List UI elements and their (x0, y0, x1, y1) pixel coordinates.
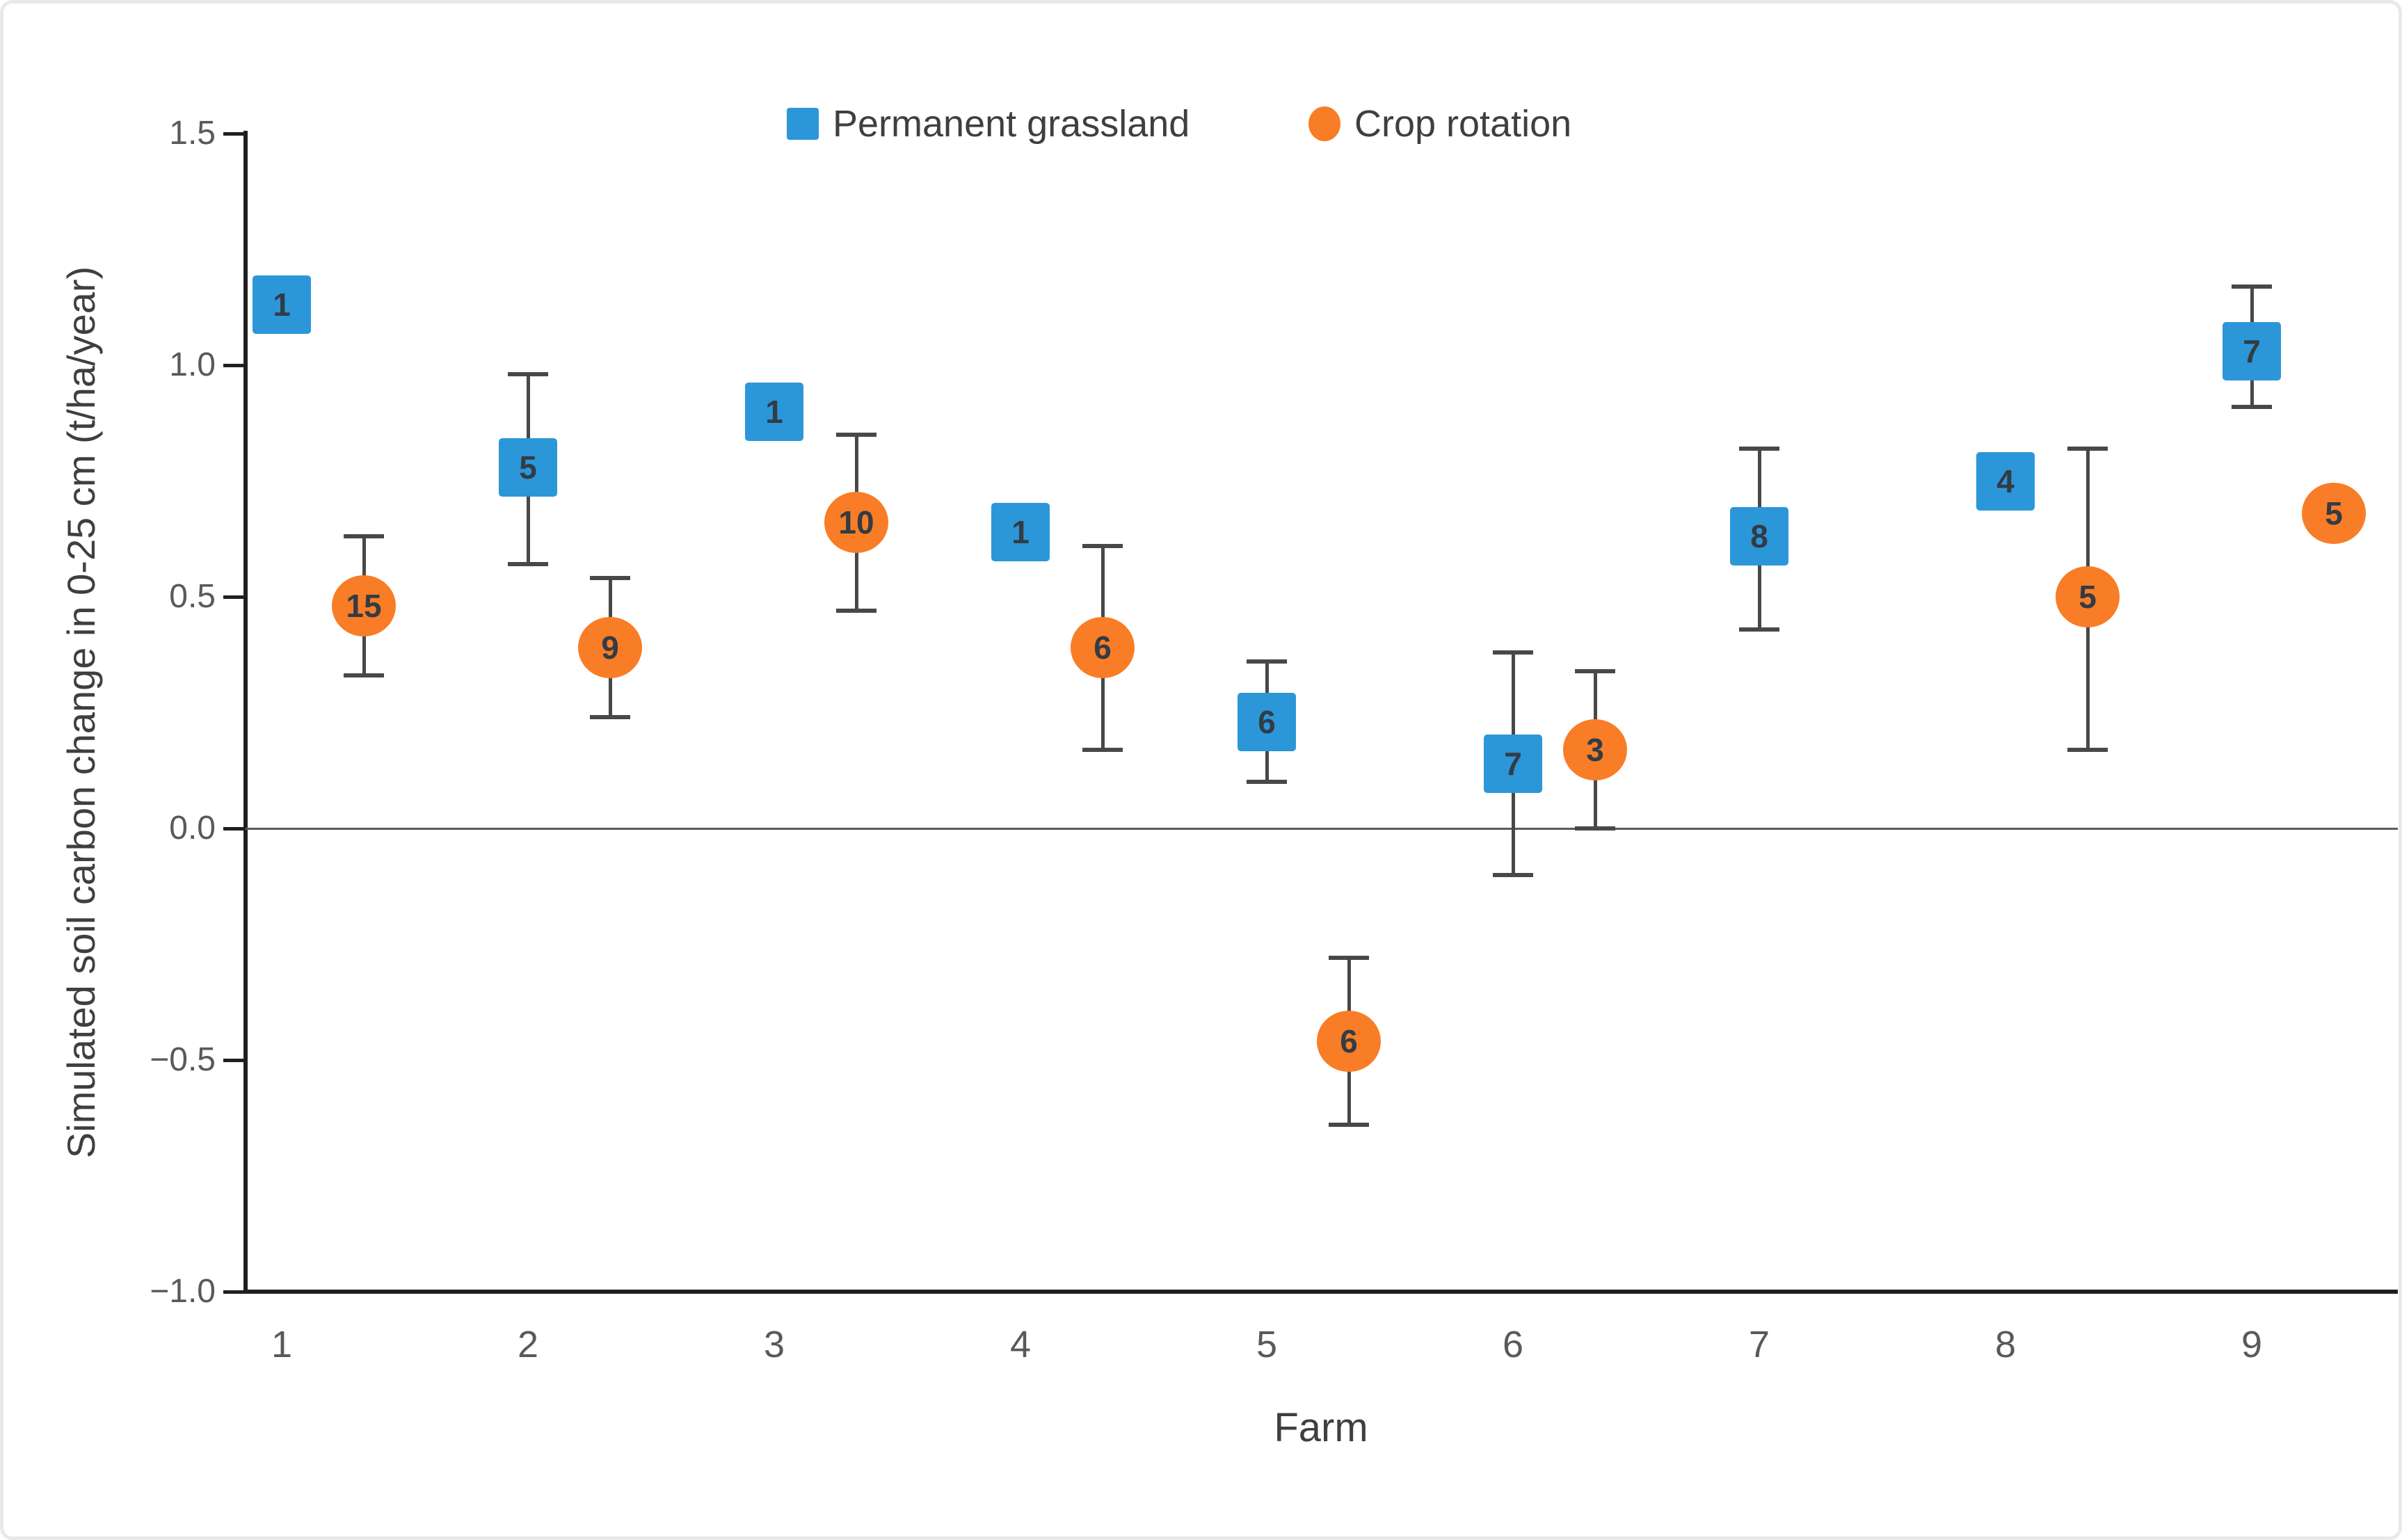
permanent-grassland-marker-farm-8: 4 (1976, 451, 2035, 511)
x-tick-label: 3 (763, 1324, 785, 1365)
permanent-grassland-marker-farm-7: 8 (1730, 507, 1788, 566)
error-bar-bottom-cap (590, 715, 630, 720)
error-bar-top-cap (1247, 659, 1287, 664)
y-axis-tick (223, 827, 246, 831)
permanent-grassland-marker-farm-5: 6 (1238, 692, 1296, 751)
y-axis-line (243, 131, 248, 1294)
permanent-grassland-swatch-icon (787, 108, 819, 140)
x-tick-label: 6 (1502, 1324, 1524, 1365)
legend-item-permanent-grassland: Permanent grassland (787, 99, 1190, 148)
y-tick-label: 0.0 (169, 810, 216, 847)
error-bar-top-cap (1739, 446, 1779, 451)
y-axis-tick (223, 132, 246, 136)
permanent-grassland-marker-farm-6: 7 (1484, 734, 1542, 793)
error-bar-top-cap (1329, 956, 1369, 961)
y-axis-tick (223, 1290, 246, 1294)
crop-rotation-marker-farm-2: 9 (578, 617, 642, 679)
x-tick-label: 2 (517, 1324, 539, 1365)
x-tick-label: 4 (1009, 1324, 1032, 1365)
crop-rotation-marker-farm-9: 5 (2302, 483, 2366, 545)
y-axis-tick (223, 595, 246, 599)
crop-rotation-marker-farm-1: 15 (332, 575, 396, 637)
error-bar-bottom-cap (344, 673, 384, 678)
y-tick-label: −1.0 (150, 1273, 216, 1310)
crop-rotation-marker-farm-4: 6 (1071, 617, 1135, 679)
permanent-grassland-marker-farm-1: 1 (253, 275, 311, 335)
permanent-grassland-marker-farm-4: 1 (991, 502, 1050, 561)
x-tick-label: 5 (1256, 1324, 1278, 1365)
x-axis-title: Farm (1274, 1405, 1368, 1450)
y-tick-label: 1.0 (169, 346, 216, 383)
x-axis-line (243, 1290, 2398, 1294)
error-bar-bottom-cap (2232, 404, 2272, 409)
error-bar-bottom-cap (1329, 1123, 1369, 1128)
error-bar-bottom-cap (1575, 826, 1615, 831)
error-bar-bottom-cap (836, 608, 876, 613)
legend-label: Crop rotation (1354, 103, 1572, 145)
error-bar-top-cap (1082, 543, 1123, 548)
y-axis-tick (223, 1059, 246, 1062)
crop-rotation-swatch-icon (1308, 106, 1340, 141)
crop-rotation-marker-farm-6: 3 (1563, 719, 1627, 780)
permanent-grassland-marker-farm-2: 5 (499, 438, 557, 497)
error-bar-bottom-cap (1247, 780, 1287, 785)
y-axis-title: Simulated soil carbon change in 0-25 cm … (59, 266, 103, 1159)
error-bar-bottom-cap (1739, 627, 1779, 632)
y-tick-label: 1.5 (169, 115, 216, 152)
error-bar-top-cap (1493, 650, 1533, 655)
error-bar-top-cap (2232, 284, 2272, 289)
y-axis-tick (223, 364, 246, 367)
permanent-grassland-marker-farm-3: 1 (745, 382, 803, 441)
x-tick-label: 9 (2241, 1324, 2263, 1365)
error-bar-bottom-cap (2067, 747, 2108, 752)
error-bar-bottom-cap (1082, 747, 1123, 752)
x-tick-label: 8 (1994, 1324, 2017, 1365)
error-bar-top-cap (2067, 446, 2108, 451)
error-bar-bottom-cap (508, 562, 548, 567)
legend-item-crop-rotation: Crop rotation (1308, 99, 1571, 148)
error-bar-top-cap (590, 576, 630, 581)
error-bar-top-cap (1575, 668, 1615, 673)
error-bar-top-cap (344, 534, 384, 539)
y-tick-label: 0.5 (169, 578, 216, 615)
y-tick-label: −0.5 (150, 1041, 216, 1078)
crop-rotation-marker-farm-5: 6 (1317, 1011, 1381, 1073)
legend-label: Permanent grassland (833, 103, 1190, 145)
crop-rotation-marker-farm-3: 10 (824, 492, 888, 554)
error-bar-top-cap (508, 372, 548, 377)
error-bar-bottom-cap (1493, 872, 1533, 877)
zero-gridline (245, 828, 2398, 830)
x-tick-label: 1 (271, 1324, 293, 1365)
x-tick-label: 7 (1748, 1324, 1770, 1365)
error-bar-top-cap (836, 432, 876, 437)
permanent-grassland-marker-farm-9: 7 (2223, 322, 2281, 381)
crop-rotation-marker-farm-8: 5 (2056, 566, 2120, 627)
